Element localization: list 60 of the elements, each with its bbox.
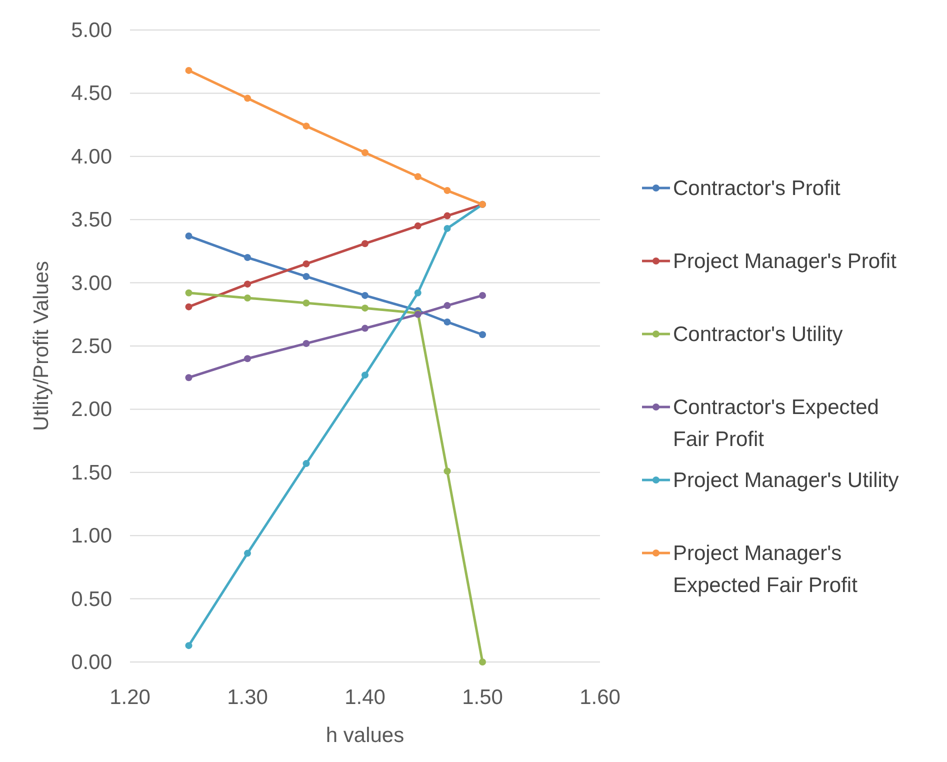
point [185, 642, 192, 650]
point [479, 331, 486, 338]
y-tick-label: 4.50 [71, 82, 112, 106]
legend-label: Project Manager's Expected Fair Profit [673, 542, 858, 597]
point [414, 222, 422, 230]
point [444, 318, 451, 326]
point [244, 254, 251, 262]
point [302, 300, 310, 307]
y-tick-label: 5.00 [71, 19, 112, 42]
point [362, 304, 368, 312]
point [244, 355, 251, 362]
point [414, 173, 422, 180]
y-tick-label: 0.00 [71, 651, 112, 674]
x-tick-label: 1.20 [110, 686, 150, 709]
point [479, 658, 486, 666]
y-tick-label: 3.00 [71, 272, 112, 295]
point [185, 303, 192, 310]
y-tick-label: 4.00 [71, 145, 112, 168]
point [362, 324, 368, 332]
point [444, 302, 451, 310]
point [444, 224, 451, 232]
point [302, 340, 310, 347]
point [362, 240, 368, 248]
point [302, 460, 310, 468]
point [185, 66, 192, 74]
legend-label: Project Manager's Utility [673, 469, 900, 492]
point [302, 272, 310, 280]
point [362, 372, 368, 379]
point [185, 374, 192, 382]
y-tick-label: 2.50 [71, 335, 112, 358]
y-tick-label: 1.00 [71, 524, 112, 548]
point [302, 260, 310, 268]
point [362, 149, 368, 156]
point [302, 122, 310, 130]
x-axis-title: h values [326, 724, 404, 747]
y-tick-label: 1.50 [71, 461, 112, 484]
point [362, 292, 368, 299]
point [444, 187, 451, 194]
y-tick-label: 3.50 [71, 208, 112, 232]
point [244, 280, 251, 288]
legend-label: Contractor's Utility [673, 323, 844, 346]
x-tick-label: 1.40 [344, 686, 386, 709]
point [185, 289, 192, 296]
point [444, 468, 451, 475]
point [244, 294, 251, 302]
legend-label: Project Manager's Profit [673, 250, 897, 273]
point [244, 550, 251, 557]
legend-label: Contractor's Expected Fair Profit [673, 396, 879, 451]
point [185, 232, 192, 240]
point [479, 292, 486, 299]
x-tick-label: 1.60 [580, 686, 620, 709]
x-tick-label: 1.50 [462, 686, 503, 709]
y-tick-label: 0.50 [71, 588, 112, 611]
x-tick-label: 1.30 [227, 686, 268, 709]
y-axis-title: Utlity/Profit Values [30, 261, 53, 431]
y-tick-label: 2.00 [71, 398, 112, 422]
point [444, 212, 451, 220]
point [414, 289, 422, 296]
legend-label: Contractor's Profit [673, 177, 841, 200]
point [244, 94, 251, 102]
